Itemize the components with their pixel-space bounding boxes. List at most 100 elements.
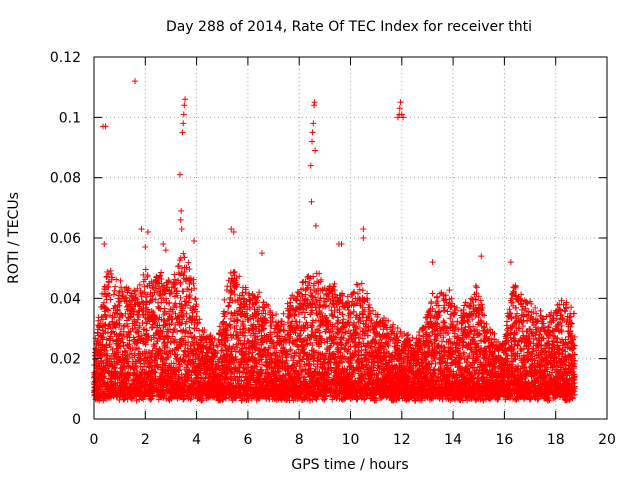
data-point (185, 259, 192, 266)
data-point (186, 266, 193, 273)
data-point (144, 272, 151, 279)
data-point (152, 296, 159, 303)
data-point (173, 287, 180, 294)
data-point (152, 285, 159, 292)
data-point (105, 307, 112, 314)
data-point (359, 287, 366, 294)
data-point (133, 319, 140, 326)
data-point (100, 359, 107, 366)
data-point (110, 291, 117, 298)
data-point (127, 371, 134, 378)
data-point (122, 295, 129, 302)
data-point (136, 322, 143, 329)
data-point (145, 332, 152, 339)
data-point (165, 354, 172, 361)
data-point (177, 363, 184, 370)
data-point (177, 271, 184, 278)
data-point (256, 289, 263, 296)
data-point (180, 250, 187, 257)
data-point (170, 327, 177, 334)
data-point (147, 396, 154, 403)
data-point (308, 293, 315, 300)
data-point (180, 288, 187, 295)
data-point (111, 365, 118, 372)
data-point (120, 339, 127, 346)
data-point (117, 277, 124, 284)
data-point (133, 397, 140, 404)
data-point (106, 341, 113, 348)
data-point (174, 328, 181, 335)
data-point (225, 302, 232, 309)
data-point (146, 282, 153, 289)
data-point (175, 314, 182, 321)
data-point (124, 323, 131, 330)
data-point (126, 337, 133, 344)
data-point (171, 350, 178, 357)
data-point (364, 290, 371, 297)
data-point (185, 299, 192, 306)
data-point (119, 336, 126, 343)
data-point (157, 333, 164, 340)
data-point (155, 278, 162, 285)
data-point (124, 396, 131, 403)
data-point (156, 304, 163, 311)
data-point (273, 311, 280, 318)
data-point (113, 276, 120, 283)
data-point (185, 339, 192, 346)
data-point (109, 274, 116, 281)
data-point (167, 290, 174, 297)
data-point (152, 369, 159, 376)
data-point (109, 346, 116, 353)
data-point (156, 346, 163, 353)
data-point (225, 303, 232, 310)
data-point (180, 313, 187, 320)
data-point (151, 334, 158, 341)
data-point (143, 327, 150, 334)
data-point (174, 344, 181, 351)
data-point (138, 356, 145, 363)
data-point (192, 295, 199, 302)
data-point (142, 341, 149, 348)
data-point (111, 314, 118, 321)
data-point (103, 336, 110, 343)
data-point (230, 269, 237, 276)
data-point (163, 299, 170, 306)
data-point (177, 255, 184, 262)
data-point (104, 306, 111, 313)
data-point (120, 328, 127, 335)
data-point (334, 314, 341, 321)
data-point (149, 393, 156, 400)
data-point (158, 269, 165, 276)
data-point (183, 310, 190, 317)
data-point (164, 344, 171, 351)
data-point (231, 268, 238, 275)
data-point (168, 313, 175, 320)
data-point (100, 299, 107, 306)
data-point (142, 266, 149, 273)
data-point (180, 357, 187, 364)
data-point (105, 367, 112, 374)
data-point (171, 276, 178, 283)
data-point (115, 353, 122, 360)
data-point (168, 289, 175, 296)
data-point (176, 367, 183, 374)
data-point (118, 311, 125, 318)
data-point (159, 329, 166, 336)
data-point (129, 325, 136, 332)
data-point (156, 283, 163, 290)
data-point (181, 254, 188, 261)
data-point (153, 355, 160, 362)
data-point (170, 360, 177, 367)
data-point (185, 368, 192, 375)
data-point (183, 276, 190, 283)
data-point (102, 329, 109, 336)
data-point (122, 392, 129, 399)
data-point (111, 287, 118, 294)
data-point (144, 337, 151, 344)
data-point (118, 284, 125, 291)
data-point (179, 265, 186, 272)
data-point (370, 307, 377, 314)
data-point (103, 313, 110, 320)
data-point (106, 292, 113, 299)
